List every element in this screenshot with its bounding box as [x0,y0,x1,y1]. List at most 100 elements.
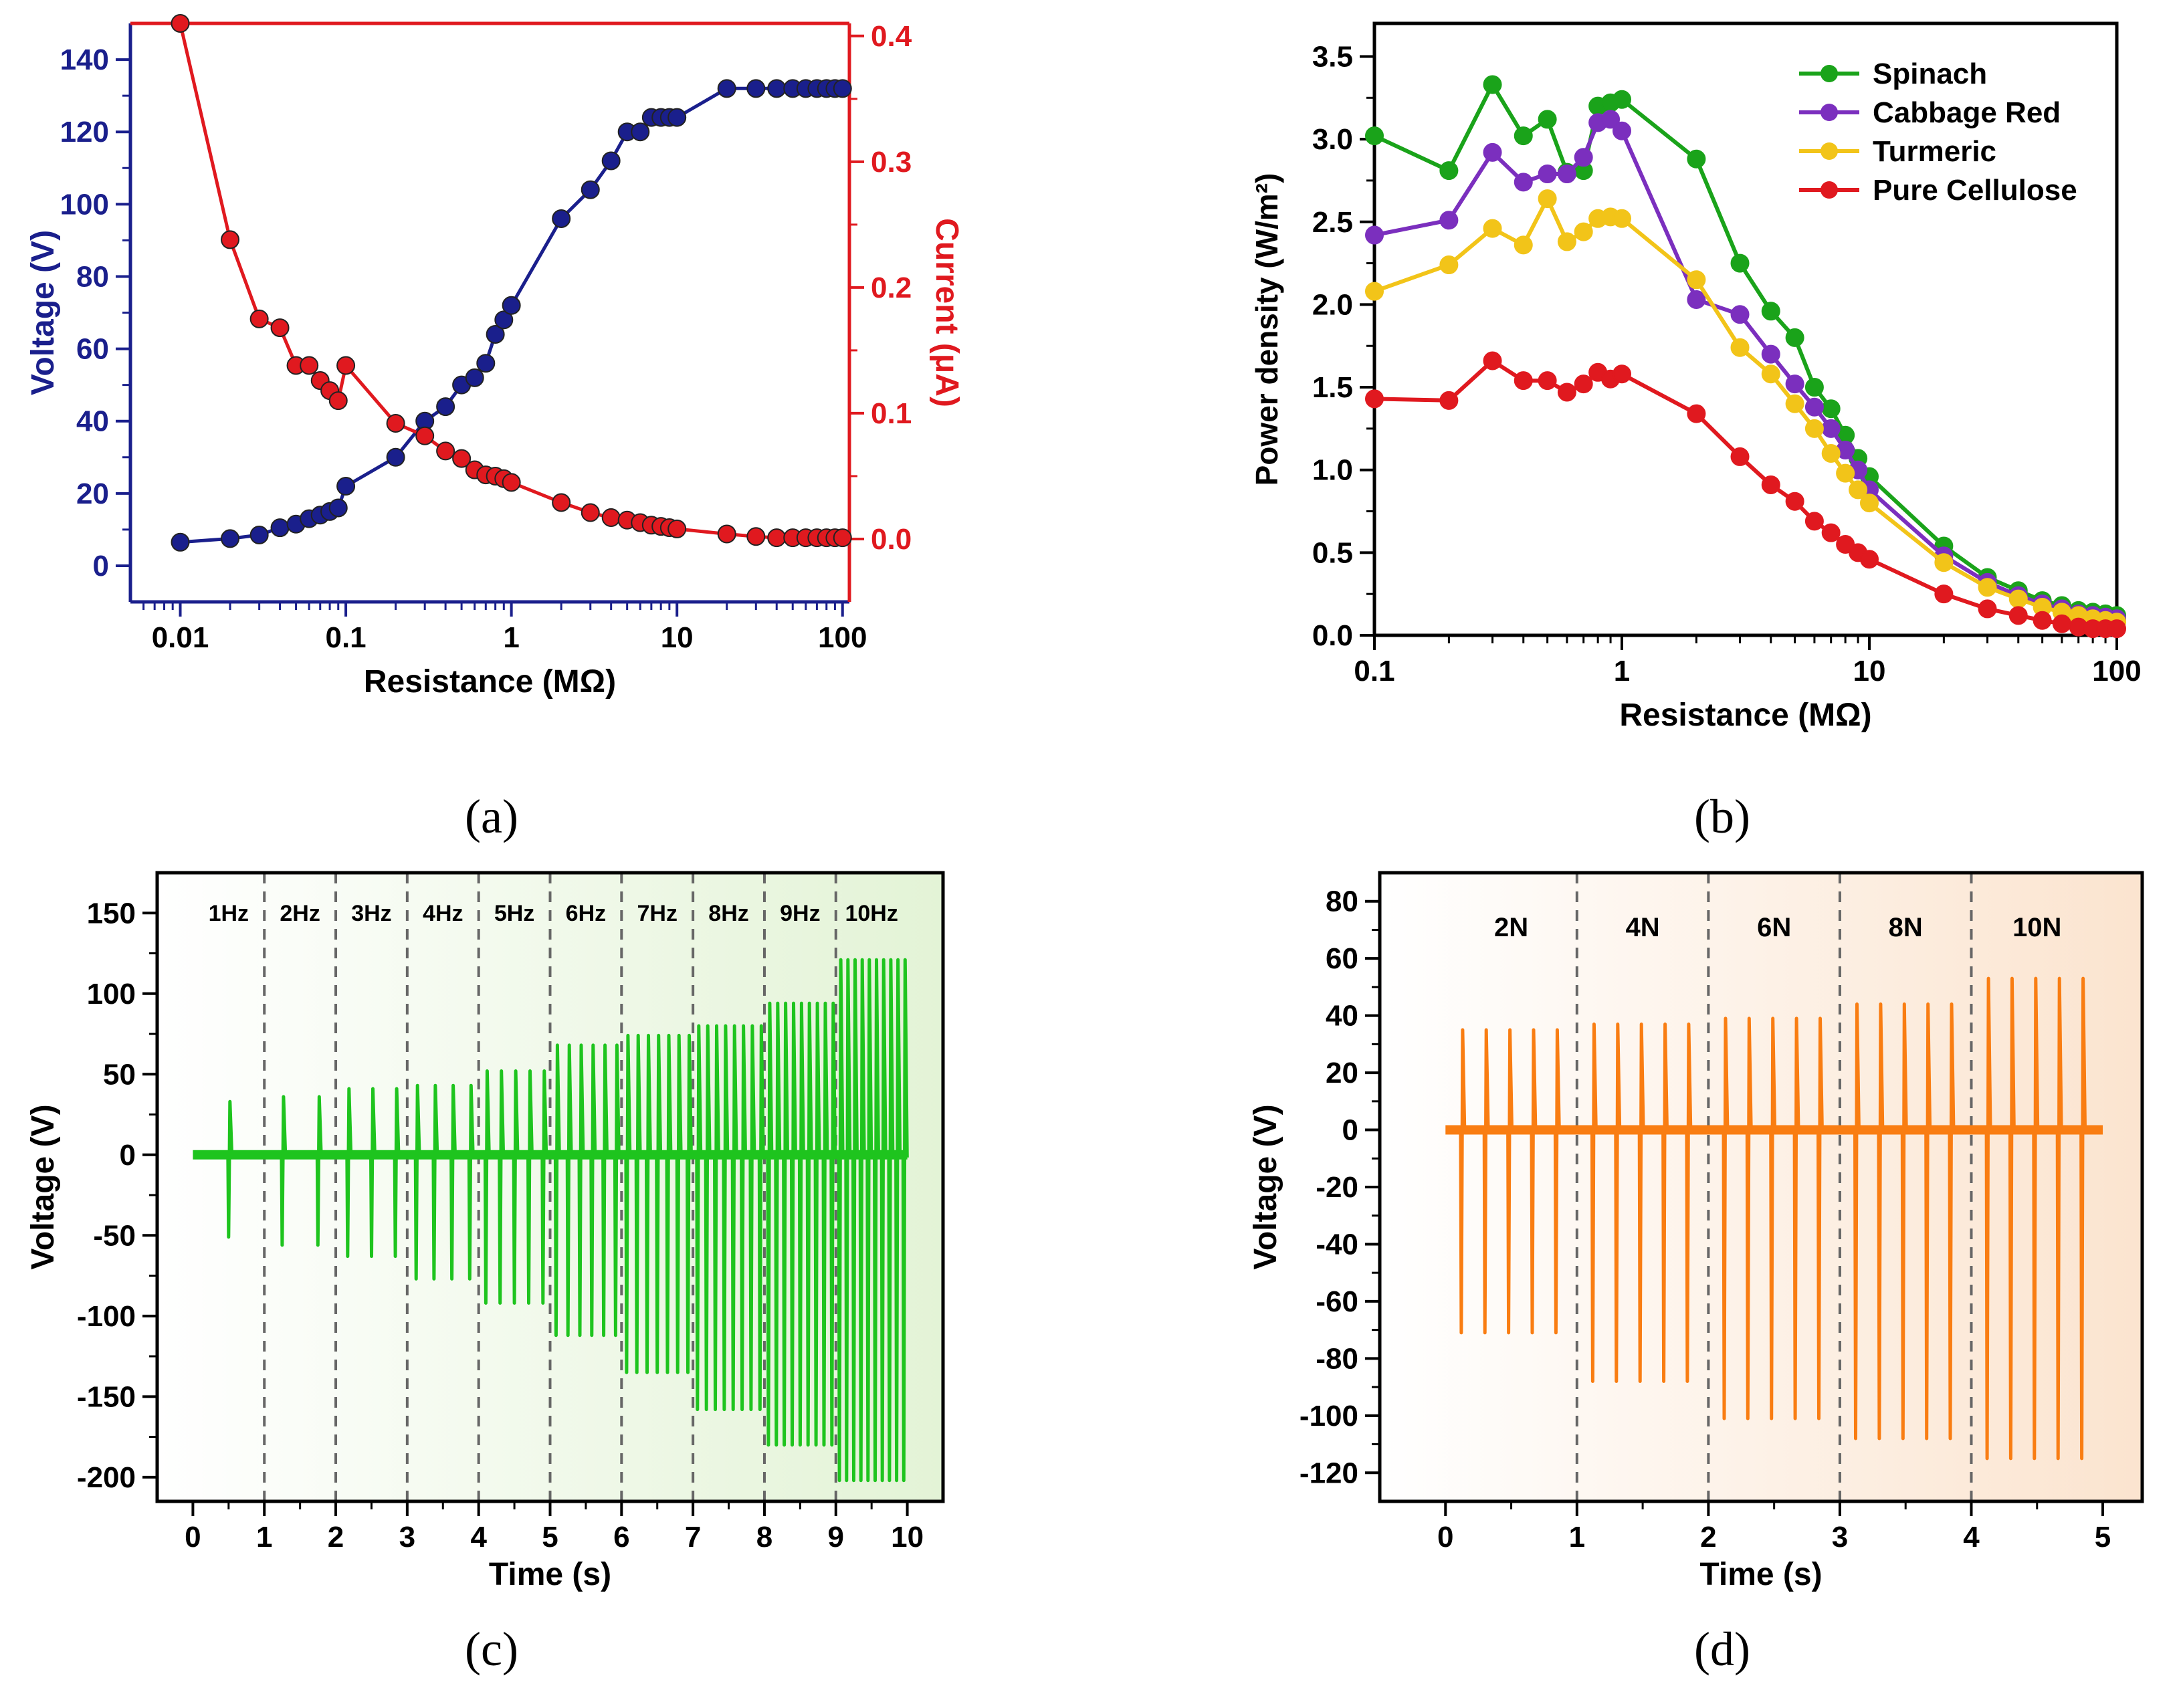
y-right-tick-label: 0.1 [871,397,912,430]
pure-cellulose-point [2052,614,2071,633]
pure-cellulose-point [1785,492,1804,511]
y-tick-label: 2.5 [1312,206,1353,239]
x-tick-label: 2 [328,1521,344,1554]
y-tick-label: -200 [77,1461,136,1494]
cabbage-red-point [1687,290,1706,309]
voltage-point [336,477,356,496]
cabbage-red-point [1365,225,1384,245]
y-tick-label: 0 [120,1139,136,1172]
y-tick-label: -150 [77,1380,136,1413]
current-point [249,309,269,328]
current-point [415,426,435,445]
pure-cellulose-point [1804,512,1824,531]
x-tick-label: 100 [818,621,867,654]
legend-marker-cabbage-red [1821,104,1838,121]
turmeric-point [1761,364,1780,384]
cabbage-red-point [1804,397,1824,417]
turmeric-point [1860,494,1879,513]
x-tick-label: 10 [1853,655,1886,687]
voltage-point [386,447,405,467]
spinach-point [1365,126,1384,146]
y-left-tick-label: 100 [60,188,109,221]
pure-cellulose-point [1761,475,1780,494]
x-tick-label: 0.1 [1354,655,1394,687]
panel-label-b: (b) [1694,790,1750,843]
pure-cellulose-point [2033,611,2052,630]
voltage-point [746,79,766,98]
y-axis-label: Voltage (V) [25,1104,61,1269]
x-axis-label: Time (s) [489,1557,611,1592]
turmeric-point [1849,480,1868,500]
x-tick-label: 0 [185,1521,201,1554]
cabbage-red-point [1538,165,1557,184]
current-point [833,528,852,548]
turmeric-point [1687,270,1706,290]
x-axis-label: Resistance (MΩ) [364,664,616,700]
y-left-tick-label: 140 [60,43,109,76]
y-tick-label: -40 [1316,1228,1358,1261]
voltage-point [221,529,240,548]
spinach-point [1785,328,1804,347]
legend-marker-pure-cellulose [1821,181,1838,199]
legend-marker-turmeric [1821,142,1838,160]
x-tick-label: 8 [756,1521,772,1554]
panel-label-c: (c) [465,1622,518,1676]
panel-b-chart: 0.1 1 10 100 0.0 0.5 1.0 1.5 2.0 2.5 3.0 3.5 Resista… [1249,21,2142,733]
current-point [767,528,787,548]
y-tick-label: 1.5 [1312,371,1353,404]
y-right-tick-label: 0.0 [871,523,912,556]
y-tick-label: 50 [103,1058,136,1091]
voltage-point [833,79,852,98]
x-tick-label: 0.01 [152,621,209,654]
pure-cellulose-point [1821,523,1841,542]
turmeric-point [1934,553,1954,572]
pure-cellulose-point [1439,391,1459,410]
voltage-point [631,122,650,142]
turmeric-point [1557,232,1576,251]
y-tick-label: 3.0 [1312,123,1353,156]
region-label: 7Hz [637,901,677,926]
current-point [171,14,190,33]
y-left-tick-label: 60 [76,333,109,366]
pure-cellulose-point [1860,550,1879,569]
current-point [328,391,348,411]
region-label: 6Hz [566,901,606,926]
pure-cellulose-line [1374,358,2117,631]
y-tick-label: 3.5 [1312,40,1353,73]
cabbage-red-point [1439,211,1459,230]
x-tick-label: 3 [1832,1521,1848,1554]
x-tick-label: 0.1 [325,621,366,654]
turmeric-point [1483,219,1502,238]
spinach-point [1821,399,1841,419]
turmeric-point [1821,443,1841,463]
current-line [179,23,843,540]
pure-cellulose-point [1365,389,1384,409]
region-label: 8N [1889,913,1923,942]
plot-background [1380,873,2142,1501]
y-tick-label: 100 [87,978,136,1010]
cabbage-red-point [1761,344,1780,364]
cabbage-red-point [1601,110,1621,129]
current-point [581,503,600,522]
x-tick-label: 5 [542,1521,558,1554]
pure-cellulose-point [1514,371,1533,391]
y-left-tick-label: 40 [76,405,109,438]
spinach-line [1373,82,2117,618]
current-point [221,230,240,249]
voltage-point [249,525,269,544]
voltage-point [601,151,621,171]
spinach-point [1439,161,1459,181]
y-axis-label: Power density (W/m²) [1249,173,1284,486]
voltage-point [667,108,687,127]
region-label: 5Hz [494,901,534,926]
x-tick-label: 1 [256,1521,272,1554]
voltage-point [171,532,190,552]
region-label: 2Hz [280,901,320,926]
region-label: 8Hz [708,901,748,926]
legend-label-cabbage-red: Cabbage Red [1873,96,2061,129]
region-label: 1Hz [209,901,249,926]
turmeric-point [1538,189,1557,209]
y-tick-label: 40 [1326,1000,1358,1033]
pure-cellulose-point [1574,375,1593,394]
current-point [717,524,736,544]
